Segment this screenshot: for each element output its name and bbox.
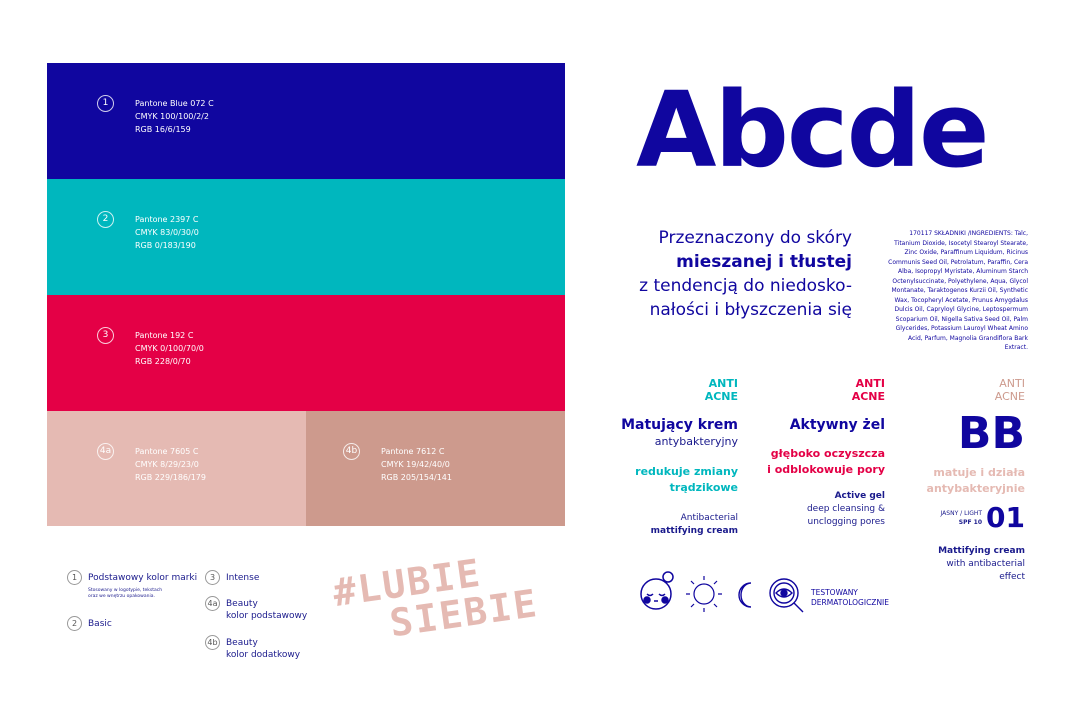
claim: trądzikowe	[669, 481, 738, 494]
swatch-number: 2	[97, 211, 114, 228]
legend-note: Stosowany w logotypie, tekstach oraz we …	[88, 588, 163, 599]
anti-label: ANTI	[855, 377, 885, 390]
product-cream: ANTI ACNE Matujący krem antybakteryjny r…	[600, 377, 738, 538]
legend-number: 4a	[205, 596, 220, 611]
moon-icon	[738, 582, 752, 608]
tested-line: DERMATOLOGICZNIE	[811, 598, 890, 607]
legend-item-3: 3 Intense	[205, 570, 260, 585]
rgb: RGB 16/6/159	[135, 125, 191, 134]
legend-label: Podstawowy kolor marki	[88, 573, 198, 583]
legend-number: 2	[67, 616, 82, 631]
legend-label: kolor podstawowy	[226, 611, 308, 621]
english-desc: unclogging pores	[807, 517, 885, 527]
english-desc: Active gel	[834, 491, 885, 501]
legend-label: Intense	[226, 573, 260, 583]
ingredients: 170117 SKŁADNIKI /INGREDIENTS: Talc, Tit…	[888, 230, 1028, 351]
dermatologically-tested-label: TESTOWANY DERMATOLOGICZNIE	[811, 588, 889, 608]
intro-line: mieszanej i tłustej	[676, 252, 852, 272]
pantone: Pantone 7612 C	[381, 447, 445, 456]
legend-item-4b: 4b Beauty kolor dodatkowy	[205, 635, 301, 661]
product-subtitle: antybakteryjny	[654, 435, 738, 448]
pantone: Pantone 7605 C	[135, 447, 199, 456]
swatch-2: 2 Pantone 2397 C CMYK 83/0/30/0 RGB 0/183/…	[47, 179, 565, 295]
product-bb: ANTI ACNE BB matuje i działa antybaktery…	[880, 377, 1025, 584]
intro-line: Przeznaczony do skóry	[658, 228, 853, 248]
swatch-number: 4a	[97, 443, 114, 460]
acne-label: ACNE	[994, 390, 1025, 403]
legend-item-2: 2 Basic	[67, 616, 112, 631]
legend-label: Beauty	[226, 638, 258, 648]
english-desc: with antibacterial	[946, 559, 1025, 569]
intro-line: z tendencją do niedosko-	[639, 276, 852, 296]
anti-label: ANTI	[708, 377, 738, 390]
cmyk: CMYK 83/0/30/0	[135, 228, 199, 237]
face-icon	[640, 571, 674, 610]
swatch-3: 3 Pantone 192 C CMYK 0/100/70/0 RGB 228/0/…	[47, 295, 565, 411]
english-desc: effect	[999, 572, 1025, 582]
intro-line: nałości i błyszczenia się	[649, 300, 852, 320]
legend-label: kolor dodatkowy	[226, 650, 301, 660]
claim: matuje i działa	[933, 466, 1025, 479]
acne-label: ACNE	[704, 390, 738, 403]
swatch-4a: 4a Pantone 7605 C CMYK 8/29/23/0 RGB 229/1…	[47, 411, 306, 526]
legend-label: Basic	[88, 619, 112, 629]
legend-number: 3	[205, 570, 220, 585]
english-desc: mattifying cream	[650, 526, 738, 536]
swatch-number: 1	[97, 95, 114, 112]
swatch-number: 3	[97, 327, 114, 344]
anti-label: ANTI	[999, 377, 1025, 390]
cmyk: CMYK 0/100/70/0	[135, 344, 204, 353]
rgb: RGB 229/186/179	[135, 473, 206, 482]
pantone: Pantone 2397 C	[135, 215, 199, 224]
swatch-1: 1 Pantone Blue 072 C CMYK 100/100/2/2 RGB …	[47, 63, 565, 179]
english-desc: Mattifying cream	[938, 546, 1025, 556]
product-title: BB	[957, 408, 1025, 459]
rgb: RGB 0/183/190	[135, 241, 196, 250]
english-desc: deep cleansing &	[806, 504, 885, 514]
rgb: RGB 205/154/141	[381, 473, 452, 482]
legend-number: 1	[67, 570, 82, 585]
cmyk: CMYK 8/29/23/0	[135, 460, 199, 469]
product-title: Aktywny żel	[789, 417, 885, 433]
eye-magnifier-icon	[769, 578, 804, 613]
spf-label: SPF 10	[958, 519, 983, 526]
brand-logo: Abcde	[636, 69, 990, 191]
product-title: Matujący krem	[621, 417, 738, 433]
claim: redukuje zmiany	[635, 465, 738, 478]
legend-number: 4b	[205, 635, 220, 650]
cmyk: CMYK 19/42/40/0	[381, 460, 450, 469]
sun-icon	[686, 576, 722, 612]
rgb: RGB 228/0/70	[135, 357, 191, 366]
shade-label: JASNY / LIGHT	[940, 510, 983, 517]
tested-line: TESTOWANY	[811, 588, 858, 597]
swatch-number: 4b	[343, 443, 360, 460]
swatch-4b: 4b Pantone 7612 C CMYK 19/42/40/0 RGB 205/…	[306, 411, 565, 526]
acne-label: ACNE	[851, 390, 885, 403]
hashtag-lettering: #LUBIE SIEBIE	[330, 546, 541, 649]
pantone: Pantone Blue 072 C	[135, 99, 214, 108]
product-gel: ANTI ACNE Aktywny żel głęboko oczyszcza …	[745, 377, 885, 529]
pantone: Pantone 192 C	[135, 331, 194, 340]
legend-item-1: 1 Podstawowy kolor marki Stosowany w logot…	[67, 570, 198, 600]
legend-label: Beauty	[226, 599, 258, 609]
claim: antybakteryjnie	[926, 482, 1025, 495]
legend-item-4a: 4a Beauty kolor podstawowy	[205, 596, 308, 622]
intro-text: Przeznaczony do skóry mieszanej i tłuste…	[590, 226, 852, 322]
claim: głęboko oczyszcza	[770, 447, 885, 460]
english-desc: Antibacterial	[680, 513, 738, 523]
cmyk: CMYK 100/100/2/2	[135, 112, 209, 121]
claim: i odblokowuje pory	[767, 463, 885, 476]
shade-number: 01	[986, 501, 1025, 534]
